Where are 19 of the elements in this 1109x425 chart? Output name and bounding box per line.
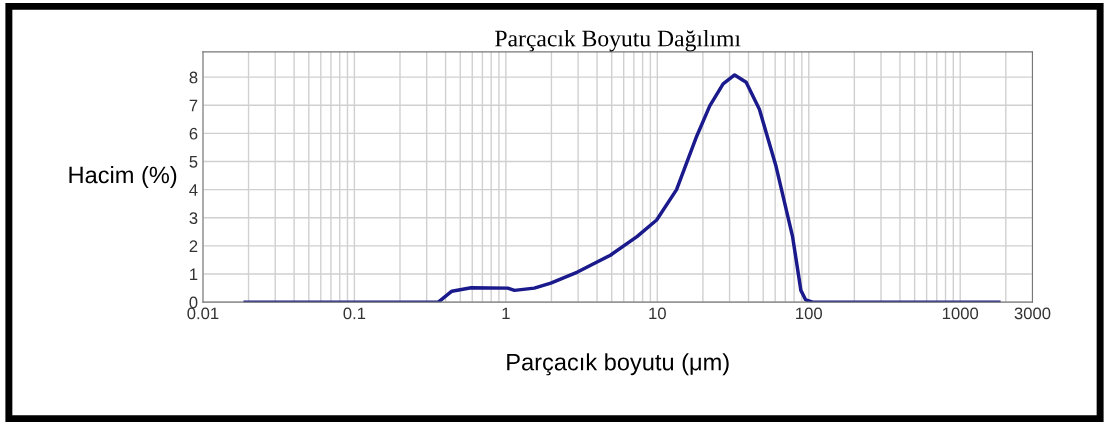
y-tick-label: 3 [189, 212, 198, 224]
y-tick-label: 7 [189, 99, 198, 112]
chart-title: Parçacık Boyutu Dağılımı [495, 29, 741, 52]
x-tick-label: 1 [502, 307, 510, 320]
y-tick-label: 1 [190, 268, 198, 281]
y-tick-label: 0 [189, 296, 198, 309]
y-axis-title: Hacim (%) [69, 166, 177, 189]
x-axis-title: Parçacık boyutu (μm) [507, 353, 729, 376]
x-tick-label: 10 [649, 307, 666, 320]
x-tick-label: 1000 [942, 307, 979, 320]
y-tick-label: 4 [189, 184, 198, 196]
x-tick-label: 0.01 [187, 307, 219, 320]
y-tick-label: 2 [189, 240, 198, 252]
y-tick-label: 8 [189, 71, 198, 84]
y-tick-label: 5 [189, 156, 198, 168]
x-tick-label: 3000 [1014, 307, 1051, 320]
y-tick-label: 6 [189, 127, 198, 140]
x-tick-label: 100 [796, 307, 823, 320]
x-tick-label: 0.1 [343, 307, 366, 320]
